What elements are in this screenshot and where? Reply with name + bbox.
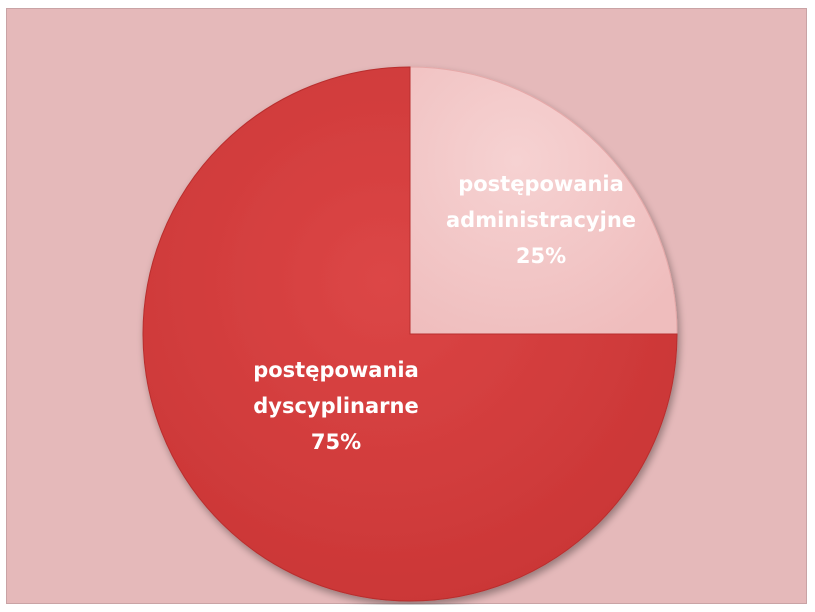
slice-percent-label: 25% — [516, 244, 566, 268]
slice-label-dyscyplinarne: postępowania dyscyplinarne 75% — [253, 358, 419, 454]
pie-slice-administracyjne — [409, 66, 678, 335]
chart-area: postępowania administracyjne 25% postępowan… — [6, 8, 807, 604]
slice-category-line: postępowania — [253, 358, 419, 382]
pie-chart: postępowania administracyjne 25%postępowan… — [142, 66, 678, 602]
slice-category-line: postępowania — [458, 172, 624, 196]
slice-label-administracyjne: postępowania administracyjne 25% — [446, 172, 636, 268]
pie-slice-dyscyplinarne — [142, 66, 678, 602]
slice-category-line: dyscyplinarne — [253, 394, 418, 418]
slice-percent-label: 75% — [311, 430, 361, 454]
slice-category-line: administracyjne — [446, 208, 636, 232]
